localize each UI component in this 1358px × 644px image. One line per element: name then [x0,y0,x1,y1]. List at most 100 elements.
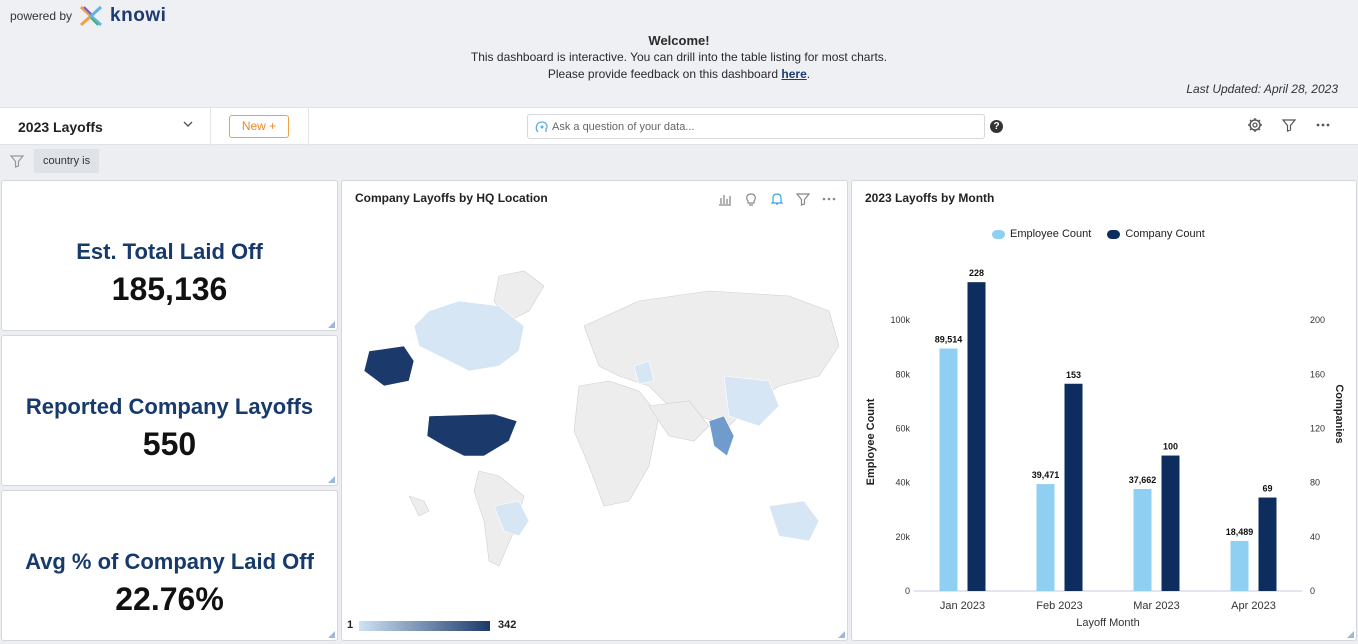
y2-tick-label: 120 [1310,423,1325,433]
legend-swatch [992,229,1005,239]
divider [210,108,211,145]
filter-icon[interactable] [795,191,811,207]
x-tick-label: Jan 2023 [940,600,985,612]
chart-legend: Employee Count Company Count [992,228,1205,240]
divider [308,108,309,145]
map-region-usa[interactable] [426,413,518,457]
color-scale-bar [359,621,490,631]
chart-panel-title: 2023 Layoffs by Month [865,191,995,205]
filter-chip-country[interactable]: country is [34,149,100,173]
bar-employee-count[interactable] [939,348,958,591]
kpi-label: Reported Company Layoffs [25,394,314,419]
bar-employee-count[interactable] [1230,540,1249,591]
kpi-label: Est. Total Laid Off [76,239,263,264]
map-region-alaska[interactable] [363,345,415,387]
legend-item[interactable]: Company Count [1107,228,1205,240]
y2-tick-label: 0 [1310,586,1315,596]
filter-icon[interactable] [1280,117,1298,135]
x-tick-label: Mar 2023 [1133,600,1179,612]
feedback-link[interactable]: here [781,67,807,81]
top-banner: powered by knowi Welcome! This dashboard… [0,0,1358,107]
bar-company-count[interactable] [1258,497,1277,591]
chevron-down-icon[interactable] [182,118,194,133]
map-region-australia[interactable] [768,500,820,542]
bar-company-count[interactable] [967,282,986,591]
y-tick-label: 60k [895,423,910,433]
y2-axis-title: Companies [1333,384,1345,443]
x-tick-label: Feb 2023 [1036,600,1082,612]
gear-icon[interactable] [1246,117,1264,135]
map-region-brazil[interactable] [493,500,530,537]
data-label: 89,514 [935,334,963,344]
resize-handle-icon[interactable] [328,631,335,638]
bar-company-count[interactable] [1161,455,1180,591]
panel-tools [717,191,837,207]
y-tick-label: 0 [905,586,910,596]
welcome-title: Welcome! [648,33,710,48]
map-region-india[interactable] [708,415,735,457]
data-label: 39,471 [1032,470,1060,480]
map-region-china[interactable] [723,375,780,427]
new-button[interactable]: New + [229,115,289,138]
kpi-panel-company-layoffs[interactable]: Reported Company Layoffs 550 [1,335,338,486]
world-map[interactable] [349,266,843,586]
help-icon[interactable]: ? [990,120,1003,133]
kpi-panel-total-laid-off[interactable]: Est. Total Laid Off 185,136 [1,180,338,331]
data-label: 100 [1163,442,1178,452]
welcome-message: Welcome! This dashboard is interactive. … [0,32,1358,83]
resize-handle-icon[interactable] [1347,631,1354,638]
data-label: 18,489 [1226,527,1254,537]
data-label: 37,662 [1129,475,1157,485]
dashboard-selector[interactable]: 2023 Layoffs [18,119,103,135]
resize-handle-icon[interactable] [328,321,335,328]
legend-label: Company Count [1125,228,1205,240]
powered-by-label: powered by [10,9,73,23]
map-panel-title: Company Layoffs by HQ Location [355,191,548,205]
y-tick-label: 100k [890,315,910,325]
kpi-panel-avg-percent[interactable]: Avg % of Company Laid Off 22.76% [1,490,338,641]
welcome-line-2-end: . [806,67,811,81]
more-options-icon[interactable] [821,191,837,207]
legend-label: Employee Count [1010,228,1092,240]
kpi-label: Avg % of Company Laid Off [25,549,314,574]
legend-swatch [1107,229,1121,239]
bar-employee-count[interactable] [1133,488,1152,591]
kpi-value: 550 [142,426,197,462]
map-region-uk[interactable] [633,360,655,385]
bar-company-count[interactable] [1064,383,1083,591]
ask-question-box[interactable] [527,114,985,139]
scale-min-label: 1 [347,619,354,631]
filter-bar: country is [0,145,1358,177]
resize-handle-icon[interactable] [328,476,335,483]
ask-question-input[interactable] [552,118,972,136]
alert-bell-icon[interactable] [769,191,785,207]
map-panel[interactable]: Company Layoffs by HQ Location 1 342 [341,180,848,641]
bar-employee-count[interactable] [1036,484,1055,591]
data-label: 69 [1262,484,1272,494]
welcome-line-2: Please provide feedback on this dashboar… [0,66,1358,83]
resize-handle-icon[interactable] [838,631,845,638]
filter-icon[interactable] [9,153,25,169]
bar-chart[interactable]: 0 20k 40k 60k 80k 100k 0 40 80 120 160 200 Employee … [852,241,1358,641]
map-region-canada[interactable] [413,300,525,372]
scale-max-label: 342 [498,619,517,631]
kpi-value: 22.76% [115,581,224,617]
y-tick-label: 40k [895,478,910,488]
y-tick-label: 20k [895,532,910,542]
powered-by[interactable]: powered by knowi [10,5,166,27]
ai-head-icon [535,121,548,133]
bar-chart-icon[interactable] [717,191,733,207]
data-label: 153 [1066,370,1081,380]
legend-item[interactable]: Employee Count [992,228,1091,240]
y-axis-title: Employee Count [865,398,877,485]
brand-name: knowi [110,5,167,26]
y-tick-label: 80k [895,369,910,379]
chart-panel[interactable]: 2023 Layoffs by Month Employee Count Com… [851,180,1357,641]
more-options-icon[interactable] [1314,117,1332,135]
x-axis-title: Layoff Month [1076,617,1139,629]
y2-tick-label: 200 [1310,315,1325,325]
y2-tick-label: 160 [1310,369,1325,379]
lightbulb-icon[interactable] [743,191,759,207]
kpi-value: 185,136 [111,271,228,307]
x-tick-label: Apr 2023 [1231,600,1276,612]
